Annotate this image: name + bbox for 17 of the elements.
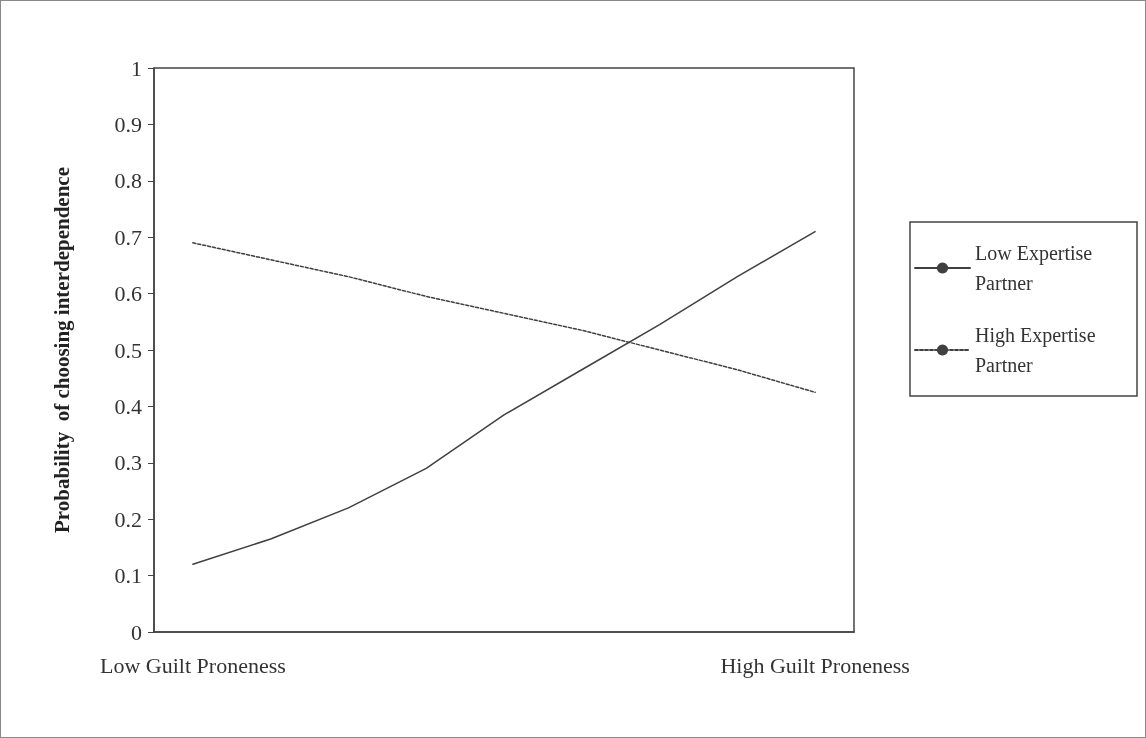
y-tick-label: 0.6: [114, 281, 142, 307]
y-tick-label: 0.3: [114, 450, 142, 476]
x-tick-label: High Guilt Proneness: [720, 652, 910, 678]
legend-label: High Expertise Partner: [975, 324, 1101, 376]
y-tick-label: 0.7: [114, 224, 142, 250]
y-tick-label: 0: [131, 619, 142, 645]
y-tick-label: 0.4: [114, 393, 142, 419]
y-tick-label: 0.5: [114, 337, 142, 363]
line-series: [192, 230, 816, 566]
y-tick-label: 0.1: [114, 563, 142, 589]
y-tick-label: 0.8: [114, 168, 142, 194]
y-tick-label: 1: [131, 55, 142, 81]
y-axis-title: Probability of choosing interdependence: [49, 167, 74, 533]
legend-label: Low Expertise Partner: [975, 242, 1098, 294]
y-tick-label: 0.2: [114, 506, 142, 532]
x-tick-label: Low Guilt Proneness: [100, 652, 286, 678]
y-tick-label: 0.9: [114, 111, 142, 137]
